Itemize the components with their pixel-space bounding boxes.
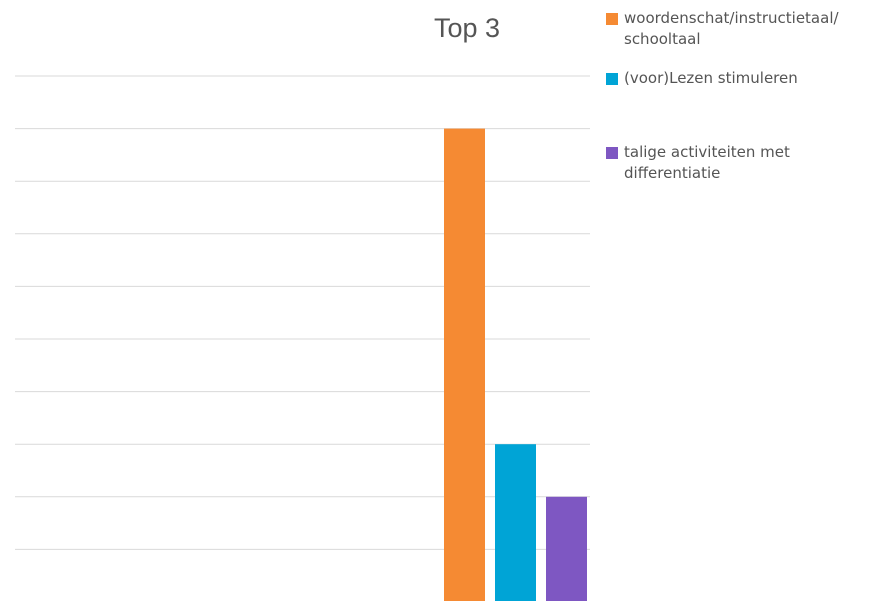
bar — [546, 496, 587, 602]
legend-label: (voor)Lezen stimuleren — [624, 69, 798, 87]
chart-title: Top 3 — [434, 13, 500, 43]
legend-label: woordenschat/instructietaal/ schooltaal — [624, 9, 839, 48]
legend-label: talige activiteiten met differentiatie — [624, 143, 790, 182]
gridlines — [15, 75, 590, 550]
legend-swatch — [606, 147, 618, 159]
bars — [444, 128, 587, 602]
legend-swatch — [606, 73, 618, 85]
legend-item: (voor)Lezen stimuleren — [606, 68, 876, 89]
legend-item: talige activiteiten met differentiatie — [606, 142, 876, 184]
legend-item: woordenschat/instructietaal/ schooltaal — [606, 8, 876, 50]
legend-swatch — [606, 13, 618, 25]
bar — [444, 128, 485, 602]
bar — [495, 444, 536, 602]
legend: woordenschat/instructietaal/ schooltaal … — [606, 8, 876, 184]
